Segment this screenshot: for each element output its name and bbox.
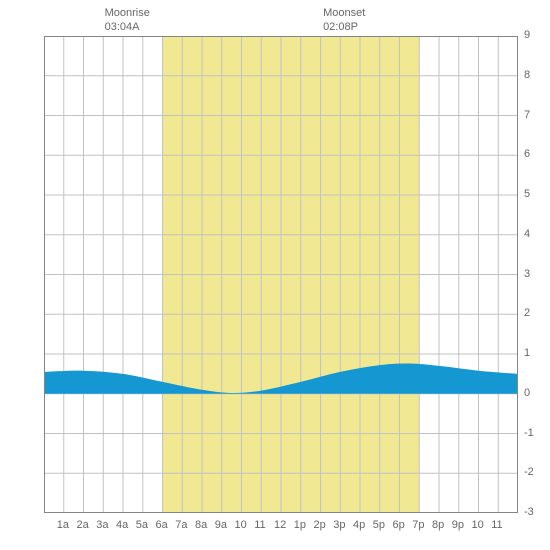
y-tick-label: 6 bbox=[524, 148, 530, 160]
x-tick-label: 10 bbox=[472, 519, 484, 531]
x-tick-label: 12 bbox=[274, 519, 286, 531]
y-tick-label: 3 bbox=[524, 268, 530, 280]
y-tick-label: 5 bbox=[524, 188, 530, 200]
x-tick-label: 9p bbox=[452, 519, 464, 531]
y-tick-label: 9 bbox=[524, 29, 530, 41]
y-tick-label: 2 bbox=[524, 307, 530, 319]
y-tick-label: -1 bbox=[524, 427, 534, 439]
annotation-moonrise: Moonrise 03:04A bbox=[105, 6, 150, 34]
x-tick-label: 9a bbox=[215, 519, 227, 531]
x-tick-label: 11 bbox=[491, 519, 502, 531]
x-tick-label: 2p bbox=[314, 519, 326, 531]
y-tick-label: 0 bbox=[524, 387, 530, 399]
x-tick-label: 10 bbox=[235, 519, 247, 531]
x-tick-label: 2a bbox=[77, 519, 89, 531]
annotation-title: Moonset bbox=[323, 6, 365, 20]
y-tick-label: 8 bbox=[524, 69, 530, 81]
y-tick-label: 1 bbox=[524, 347, 530, 359]
y-tick-label: 4 bbox=[524, 228, 530, 240]
y-tick-label: -2 bbox=[524, 466, 534, 478]
x-tick-label: 3a bbox=[96, 519, 108, 531]
x-tick-label: 8p bbox=[432, 519, 444, 531]
x-tick-label: 5a bbox=[136, 519, 148, 531]
x-tick-label: 4p bbox=[353, 519, 365, 531]
tide-chart: Moonrise 03:04A Moonset 02:08P -3-2-1012… bbox=[0, 0, 550, 550]
x-tick-label: 1a bbox=[57, 519, 69, 531]
x-tick-label: 1p bbox=[294, 519, 306, 531]
x-tick-label: 6a bbox=[156, 519, 168, 531]
annotation-value: 03:04A bbox=[105, 20, 150, 34]
annotation-value: 02:08P bbox=[323, 20, 365, 34]
plot-border bbox=[44, 36, 518, 513]
x-tick-label: 11 bbox=[254, 519, 265, 531]
annotation-moonset: Moonset 02:08P bbox=[323, 6, 365, 34]
x-tick-label: 6p bbox=[393, 519, 405, 531]
annotation-title: Moonrise bbox=[105, 6, 150, 20]
x-tick-label: 7p bbox=[412, 519, 424, 531]
x-tick-label: 5p bbox=[373, 519, 385, 531]
y-tick-label: 7 bbox=[524, 109, 530, 121]
x-tick-label: 8a bbox=[195, 519, 207, 531]
x-tick-label: 3p bbox=[333, 519, 345, 531]
x-tick-label: 7a bbox=[175, 519, 187, 531]
y-tick-label: -3 bbox=[524, 506, 534, 518]
x-tick-label: 4a bbox=[116, 519, 128, 531]
